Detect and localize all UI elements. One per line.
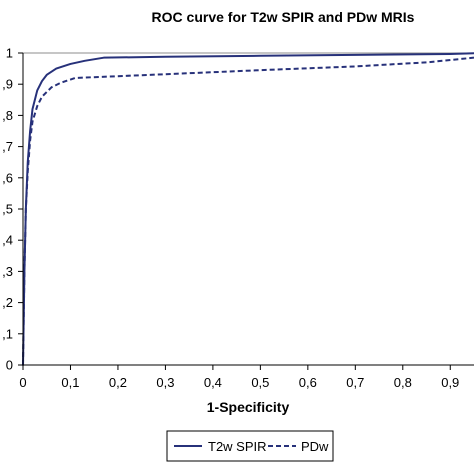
y-tick-label: 0 xyxy=(6,358,13,373)
x-ticks: 0 0,1 0,2 0,3 0,4 0,5 0,6 0,7 0,8 0,9 xyxy=(19,365,459,390)
y-tick-label: 1 xyxy=(6,46,13,61)
x-tick-label: 0,4 xyxy=(204,375,222,390)
x-tick-label: 0,2 xyxy=(109,375,127,390)
y-tick-label: ,3 xyxy=(2,264,13,279)
chart-title: ROC curve for T2w SPIR and PDw MRIs xyxy=(152,9,415,25)
y-tick-label: ,1 xyxy=(2,326,13,341)
legend-label-pdw: PDw xyxy=(301,439,329,454)
y-tick-label: ,7 xyxy=(2,139,13,154)
series-line-pdw xyxy=(22,56,474,366)
y-tick-label: ,5 xyxy=(2,202,13,217)
x-tick-label: 0 xyxy=(19,375,26,390)
x-tick-label: 0,9 xyxy=(441,375,459,390)
y-tick-label: ,9 xyxy=(2,77,13,92)
x-tick-label: 0,8 xyxy=(394,375,412,390)
x-axis-title: 1-Specificity xyxy=(207,399,290,415)
y-tick-label: ,8 xyxy=(2,108,13,123)
legend: T2w SPIR PDw xyxy=(166,430,334,462)
x-tick-label: 0,6 xyxy=(299,375,317,390)
y-tick-label: ,6 xyxy=(2,170,13,185)
y-tick-label: ,2 xyxy=(2,295,13,310)
legend-label-t2w-spir: T2w SPIR xyxy=(208,439,267,454)
y-ticks: 0 ,1 ,2 ,3 ,4 ,5 ,6 ,7 ,8 ,9 1 xyxy=(2,46,23,373)
series-line-t2w-spir xyxy=(22,52,474,366)
series-layer xyxy=(22,52,474,366)
x-tick-label: 0,1 xyxy=(61,375,79,390)
y-tick-label: ,4 xyxy=(2,233,13,248)
x-tick-label: 0,5 xyxy=(251,375,269,390)
x-tick-label: 0,3 xyxy=(156,375,174,390)
x-tick-label: 0,7 xyxy=(346,375,364,390)
